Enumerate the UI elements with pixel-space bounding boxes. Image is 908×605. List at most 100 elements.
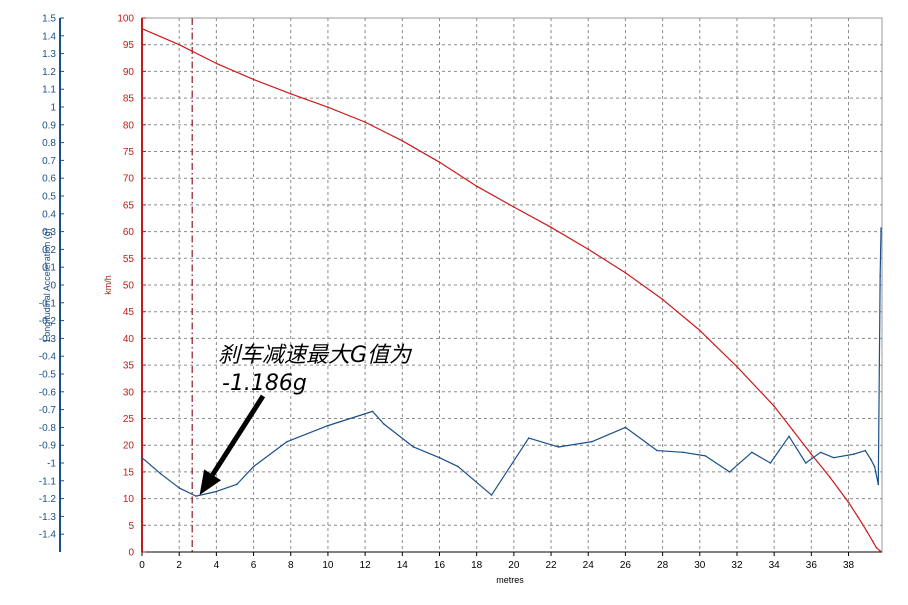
left-tick-label: -0.9 (39, 441, 57, 452)
right-tick-label: 95 (123, 40, 135, 51)
acceleration-data-point (804, 462, 807, 464)
left-tick-label: -0.4 (39, 352, 57, 363)
speed-data-point (327, 106, 329, 108)
speed-data-point (661, 298, 664, 301)
annotation-arrow-shaft (210, 394, 266, 477)
acceleration-data-point (880, 227, 882, 229)
speed-data-point (871, 540, 874, 543)
left-tick-label: -0.2 (39, 316, 57, 327)
x-axis-ticks: 0 2 4 6 8 10 12 14 16 18 20 22 24 26 28 30 32 34 36 38 (139, 552, 855, 571)
x-tick-label: 0 (139, 560, 145, 571)
speed-data-point (438, 161, 441, 163)
left-tick-label: -0.3 (39, 334, 57, 345)
left-tick-label: 1.2 (42, 67, 56, 78)
left-tick-label: -0.5 (39, 370, 57, 381)
left-tick-label: 0.7 (42, 156, 56, 167)
acceleration-data-point (195, 495, 197, 497)
acceleration-data-point (412, 446, 415, 448)
left-tick-label: 0.2 (42, 245, 56, 256)
acceleration-data-point (864, 449, 867, 452)
right-axis-ticks: 1009590858075706560555045403530252015105… (117, 14, 146, 559)
left-tick-label: 1.5 (42, 14, 56, 25)
right-tick-label: 25 (123, 414, 135, 425)
acceleration-data-point (215, 490, 218, 493)
annotation-line-2: -1.186g (222, 371, 307, 396)
speed-data-point (364, 121, 366, 123)
acceleration-data-point (490, 494, 493, 496)
acceleration-data-point (877, 483, 880, 486)
speed-data-point (698, 329, 701, 332)
left-tick-label: 0.1 (42, 263, 56, 274)
x-tick-label: 16 (434, 560, 446, 571)
left-axis-ticks: 1.5 1.4 1.3 1.2 1.1 1 0.9 0.8 0.7 0.6 0.5 0.4 0.3 0.2… (39, 14, 64, 541)
left-tick-label: 0.6 (42, 174, 56, 185)
annotation: 刹车减速最大G值为 -1.186g (199, 343, 413, 496)
acceleration-data-point (286, 440, 288, 443)
acceleration-data-point (853, 453, 855, 455)
acceleration-data-point (870, 458, 872, 461)
left-tick-label: -1.3 (39, 512, 57, 523)
acceleration-data-point (457, 465, 459, 468)
right-tick-label: 40 (123, 334, 135, 345)
speed-data-point (401, 140, 404, 142)
acceleration-data-point (728, 471, 731, 473)
x-tick-label: 18 (471, 560, 483, 571)
right-tick-label: 45 (123, 307, 135, 318)
acceleration-data-point (557, 446, 560, 448)
acceleration-data-point (788, 435, 790, 438)
speed-data-point (141, 27, 143, 30)
left-tick-label: -1.1 (39, 476, 57, 487)
speed-data-point (879, 550, 881, 552)
speed-data-point (866, 530, 868, 533)
acceleration-data-point (819, 451, 822, 454)
left-tick-label: 0.9 (42, 120, 56, 131)
acceleration-data-point (682, 451, 684, 454)
acceleration-data-point (236, 483, 238, 486)
speed-data-point (875, 546, 878, 549)
right-tick-label: 20 (123, 441, 135, 452)
acceleration-data-point (327, 424, 329, 427)
left-tick-label: 0.8 (42, 138, 56, 149)
right-axis-title: km/h (103, 275, 113, 295)
left-tick-label: 1.1 (42, 85, 56, 96)
annotation-line-1: 刹车减速最大G值为 (218, 343, 413, 368)
acceleration-data-point (704, 455, 707, 457)
right-tick-label: 0 (128, 548, 134, 559)
left-tick-label: -0.8 (39, 423, 57, 434)
acceleration-series-line (141, 228, 882, 497)
speed-data-point (791, 429, 794, 432)
left-tick-label: 0.5 (42, 192, 56, 203)
x-tick-label: 36 (806, 560, 818, 571)
left-tick-label: 0.4 (42, 209, 56, 220)
acceleration-data-point (591, 440, 593, 443)
x-tick-label: 22 (545, 560, 557, 571)
acceleration-data-point (159, 472, 162, 475)
x-tick-label: 32 (731, 560, 743, 571)
right-tick-label: 100 (117, 14, 134, 25)
right-tick-label: 5 (128, 521, 134, 532)
acceleration-data-point (178, 487, 180, 489)
speed-data-point (252, 78, 255, 81)
acceleration-data-point (527, 437, 530, 439)
left-tick-label: -1.4 (39, 530, 57, 541)
left-tick-label: -0.7 (39, 405, 57, 416)
x-tick-label: 2 (176, 560, 182, 571)
acceleration-data-point (438, 456, 441, 459)
x-tick-label: 10 (322, 560, 334, 571)
acceleration-data-point (769, 462, 772, 464)
acceleration-data-point (382, 423, 385, 425)
right-tick-label: 50 (123, 281, 135, 292)
speed-data-point (857, 515, 859, 518)
annotation-arrow-head (199, 469, 221, 496)
acceleration-data-point (624, 426, 627, 429)
acceleration-data-point (873, 465, 876, 468)
right-tick-label: 85 (123, 94, 135, 105)
right-tick-label: 65 (123, 200, 135, 211)
speed-data-point (624, 271, 627, 274)
acceleration-data-point (832, 456, 835, 459)
speed-data-point (550, 226, 552, 229)
x-tick-label: 34 (769, 560, 781, 571)
left-tick-label: 1 (50, 103, 56, 114)
acceleration-data-point (656, 449, 658, 452)
